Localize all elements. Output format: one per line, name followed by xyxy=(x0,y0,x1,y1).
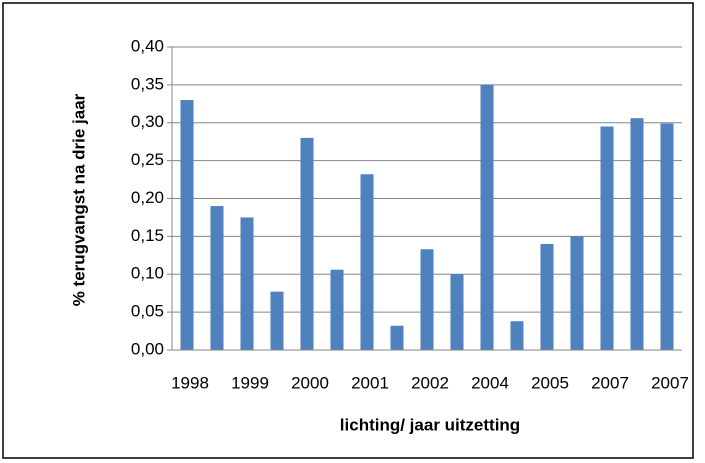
y-tick-label: 0,40 xyxy=(131,36,164,55)
x-tick-label: 2007 xyxy=(591,373,629,392)
bar xyxy=(660,123,674,350)
y-tick-label: 0,05 xyxy=(131,302,164,321)
bar xyxy=(510,321,524,350)
x-tick-label: 1999 xyxy=(231,373,269,392)
x-axis-title: lichting/ jaar uitzetting xyxy=(340,415,520,434)
bar xyxy=(300,137,314,350)
bar xyxy=(480,84,494,350)
y-tick-label: 0,20 xyxy=(131,188,164,207)
y-axis-title: % terugvangst na drie jaar xyxy=(69,93,88,306)
x-tick-label: 2000 xyxy=(291,373,329,392)
y-tick-label: 0,00 xyxy=(131,339,164,358)
y-tick-label: 0,35 xyxy=(131,74,164,93)
y-tick-label: 0,25 xyxy=(131,150,164,169)
bar xyxy=(240,217,254,350)
x-tick-label: 2002 xyxy=(411,373,449,392)
bar xyxy=(630,118,644,350)
bar xyxy=(570,236,584,350)
bar xyxy=(360,174,374,350)
bar xyxy=(270,291,284,350)
x-tick-label: 2001 xyxy=(351,373,389,392)
bar xyxy=(420,249,434,350)
bar xyxy=(540,243,554,350)
bar xyxy=(210,206,224,350)
x-tick-label: 2007 xyxy=(651,373,689,392)
y-tick-label: 0,10 xyxy=(131,264,164,283)
plot-area: 1998 1999 2000 2001 2002 2004 2005 2007 2007 xyxy=(167,46,689,392)
x-tick-label: 1998 xyxy=(171,373,209,392)
y-tick-label: 0,30 xyxy=(131,112,164,131)
bar xyxy=(330,269,344,350)
bar xyxy=(600,126,614,350)
x-tick-label: 2004 xyxy=(471,373,509,392)
chart-frame xyxy=(2,2,694,459)
bar xyxy=(180,100,194,351)
x-tick-label: 2005 xyxy=(531,373,569,392)
bar xyxy=(450,274,464,350)
bar xyxy=(390,325,404,350)
y-tick-label: 0,15 xyxy=(131,226,164,245)
